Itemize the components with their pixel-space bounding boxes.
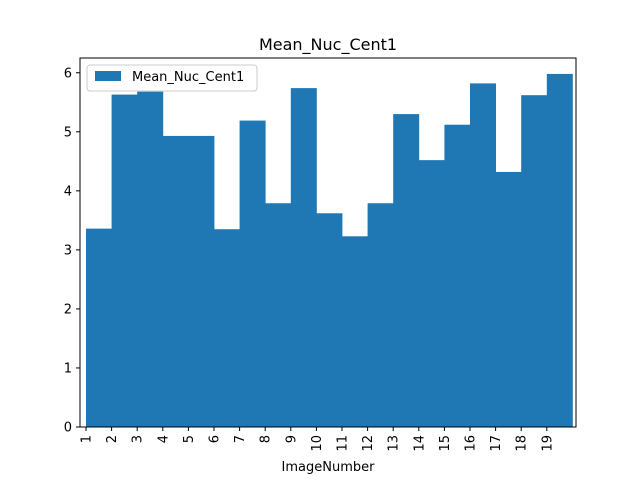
bar-19	[546, 73, 573, 427]
x-tick-label: 11	[336, 435, 351, 452]
x-tick-label: 9	[284, 435, 299, 443]
x-tick-label: 6	[208, 435, 223, 443]
x-tick-label: 2	[105, 435, 120, 443]
bar-9	[290, 88, 317, 428]
legend-box	[86, 64, 258, 92]
bars-group	[86, 73, 573, 428]
bar-10	[316, 213, 343, 427]
x-tick-label: 5	[182, 435, 197, 443]
x-tick-label: 4	[156, 435, 171, 443]
y-tick-label: 6	[64, 66, 72, 81]
x-axis-label: ImageNumber	[282, 460, 376, 475]
bar-14	[418, 160, 445, 427]
bar-8	[265, 203, 292, 427]
y-tick-label: 3	[64, 243, 72, 258]
bar-3	[137, 91, 164, 428]
x-tick-label: 13	[387, 435, 402, 452]
x-tick-label: 17	[489, 435, 504, 452]
x-tick-label: 10	[310, 435, 325, 452]
y-tick-label: 5	[64, 125, 72, 140]
bar-2	[111, 94, 138, 427]
y-axis-ticks: 0 1 2 3 4 5 6	[64, 66, 80, 436]
x-tick-label: 3	[131, 435, 146, 443]
x-tick-label: 14	[412, 435, 427, 452]
legend: Mean_Nuc_Cent1	[86, 64, 258, 92]
axes-frame	[79, 57, 577, 428]
legend-swatch	[95, 71, 121, 81]
bar-4	[162, 135, 189, 427]
bar-6	[214, 229, 240, 427]
bar-12	[367, 203, 394, 427]
bar-5	[188, 135, 215, 427]
x-tick-label: 7	[233, 435, 248, 443]
chart-title: Mean_Nuc_Cent1	[259, 35, 397, 55]
bar-17	[495, 171, 522, 427]
x-tick-label: 18	[515, 435, 530, 452]
x-axis-ticks: 1 2 3 4 5 6 7 8 9 10 11 12 13 14 15 16 17 18 19	[80, 427, 555, 452]
y-tick-label: 0	[64, 421, 72, 436]
x-tick-label: 15	[438, 435, 453, 452]
bar-1	[86, 228, 112, 427]
bar-15	[444, 124, 471, 427]
bar-18	[521, 95, 548, 427]
y-tick-label: 1	[64, 361, 72, 376]
x-tick-label: 12	[361, 435, 376, 452]
bar-7	[239, 120, 266, 427]
bar-13	[393, 114, 420, 427]
x-tick-label: 1	[80, 435, 95, 443]
legend-label: Mean_Nuc_Cent1	[132, 70, 244, 85]
x-tick-label: 16	[464, 435, 479, 452]
x-tick-label: 8	[259, 435, 274, 443]
bar-16	[470, 83, 496, 427]
x-tick-label: 19	[540, 435, 555, 452]
y-tick-label: 4	[64, 184, 72, 199]
bar-11	[342, 236, 368, 427]
y-tick-label: 2	[64, 302, 72, 317]
